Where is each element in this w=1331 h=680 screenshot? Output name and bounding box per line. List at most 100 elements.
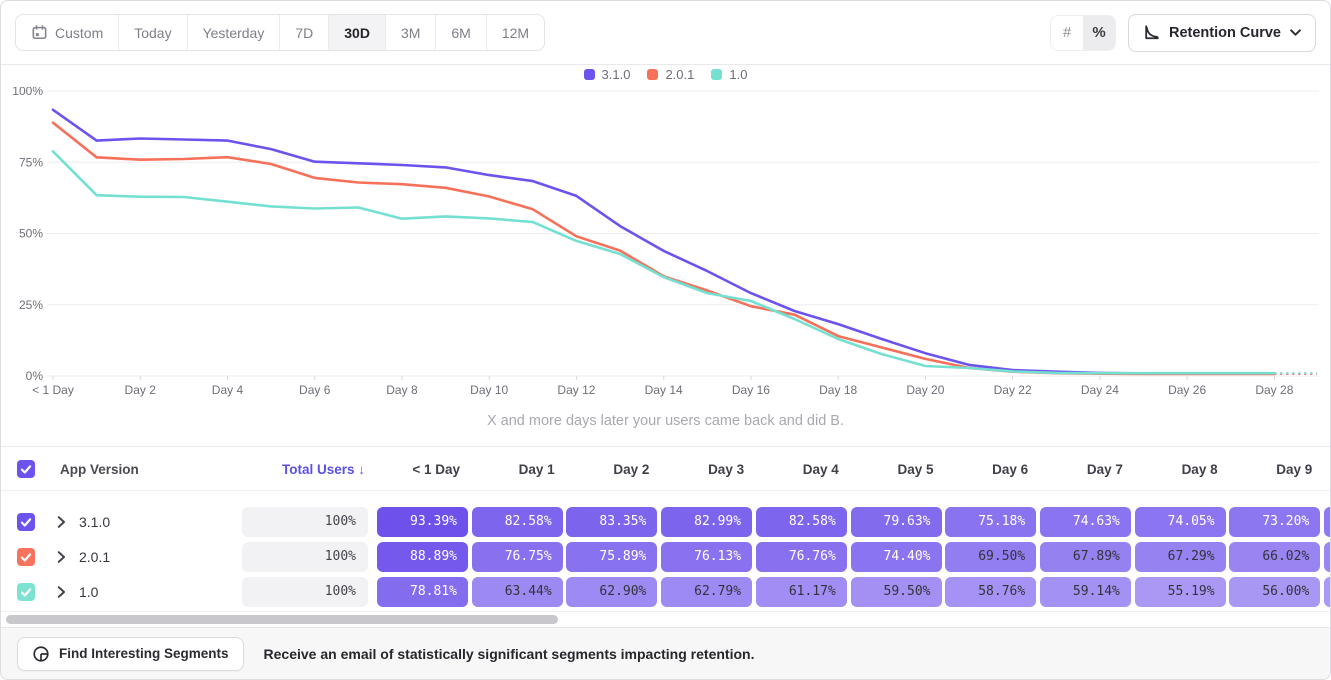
y-axis-label: 50%	[19, 227, 43, 241]
retention-cell-clipped[interactable]	[1324, 542, 1330, 572]
retention-cell[interactable]: 62.90%	[566, 577, 658, 607]
x-axis-label: Day 24	[1081, 383, 1119, 397]
horizontal-scrollbar[interactable]	[6, 615, 558, 624]
retention-cell[interactable]: 59.50%	[850, 577, 942, 607]
retention-cell[interactable]: 82.58%	[755, 507, 847, 537]
retention-cell[interactable]: 61.17%	[755, 577, 847, 607]
date-range-label: 12M	[501, 24, 530, 41]
retention-cell[interactable]: 82.99%	[661, 507, 753, 537]
retention-cell[interactable]: 63.44%	[471, 577, 563, 607]
retention-cell[interactable]: 67.29%	[1134, 542, 1226, 572]
y-axis-label: 75%	[19, 155, 43, 169]
date-range-12m[interactable]: 12M	[485, 15, 544, 50]
legend-swatch	[583, 68, 595, 80]
retention-cell[interactable]: 74.05%	[1134, 507, 1226, 537]
x-axis-label: Day 4	[212, 383, 244, 397]
legend-label: 3.1.0	[601, 66, 631, 82]
app-version-label: 3.1.0	[79, 514, 111, 530]
retention-cell[interactable]: 73.20%	[1229, 507, 1321, 537]
retention-cell[interactable]: 56.00%	[1229, 577, 1321, 607]
retention-cell[interactable]: 88.89%	[377, 542, 468, 572]
total-users-cell: 100%	[242, 507, 368, 537]
retention-cell[interactable]: 76.76%	[755, 542, 847, 572]
retention-cell[interactable]: 66.02%	[1229, 542, 1321, 572]
date-range-30d[interactable]: 30D	[328, 15, 385, 50]
y-axis-label: 25%	[19, 298, 43, 312]
column-day-4[interactable]: Day 4	[802, 462, 839, 477]
retention-cell[interactable]: 83.35%	[566, 507, 658, 537]
date-range-yesterday[interactable]: Yesterday	[186, 15, 280, 50]
x-axis-label: Day 26	[1168, 383, 1206, 397]
retention-cell[interactable]: 78.81%	[377, 577, 468, 607]
expand-chevron-right-icon[interactable]	[57, 516, 66, 528]
retention-cell[interactable]: 79.63%	[850, 507, 942, 537]
expand-chevron-right-icon[interactable]	[57, 551, 66, 563]
total-users-cell: 100%	[242, 577, 368, 607]
column-day-7[interactable]: Day 7	[1086, 462, 1123, 477]
retention-cell[interactable]: 76.13%	[661, 542, 753, 572]
legend-item-2.0.1[interactable]: 2.0.1	[647, 67, 694, 82]
retention-curve-icon	[1143, 24, 1160, 41]
retention-cell[interactable]: 55.19%	[1134, 577, 1226, 607]
column-day-3[interactable]: Day 3	[708, 462, 745, 477]
percent-values-toggle[interactable]: %	[1083, 15, 1115, 50]
x-axis-label: Day 8	[386, 383, 418, 397]
expand-chevron-right-icon[interactable]	[57, 586, 66, 598]
retention-line-chart[interactable]: 0% 25% 50% 75% 100% < 1 Day Day 2 Day 4 Day 6 Day…	[1, 87, 1331, 409]
retention-cell[interactable]: 74.40%	[850, 542, 942, 572]
x-axis-label: Day 28	[1255, 383, 1293, 397]
retention-cell[interactable]: 75.89%	[566, 542, 658, 572]
column-day-6[interactable]: Day 6	[992, 462, 1029, 477]
retention-cell[interactable]: 82.58%	[471, 507, 563, 537]
date-range-label: 6M	[451, 24, 471, 41]
date-range-3m[interactable]: 3M	[384, 15, 435, 50]
x-axis-label: Day 16	[732, 383, 770, 397]
retention-cell[interactable]: 67.89%	[1039, 542, 1131, 572]
date-range-today[interactable]: Today	[118, 15, 186, 50]
row-checkbox-2.0.1[interactable]	[17, 548, 35, 566]
column-day-2[interactable]: Day 2	[613, 462, 650, 477]
date-range-label: 30D	[344, 24, 370, 41]
row-checkbox-3.1.0[interactable]	[17, 513, 35, 531]
find-segments-label: Find Interesting Segments	[59, 646, 229, 661]
retention-cell[interactable]: 93.39%	[377, 507, 468, 537]
retention-cell[interactable]: 74.63%	[1039, 507, 1131, 537]
date-range-7d[interactable]: 7D	[279, 15, 328, 50]
x-axis-label: Day 10	[470, 383, 508, 397]
retention-cell[interactable]: 75.18%	[945, 507, 1037, 537]
retention-cell[interactable]: 62.79%	[661, 577, 753, 607]
app-version-label: 1.0	[79, 584, 99, 600]
table-header: App Version Total Users ↓ < 1 Day Day 1 Da…	[1, 446, 1330, 491]
column-total-users-sort[interactable]: Total Users ↓	[281, 462, 365, 477]
column-app-version: App Version	[60, 462, 139, 477]
series-line-1.0	[51, 150, 1276, 375]
footer-bar: Find Interesting Segments Receive an ema…	[1, 627, 1330, 679]
column-day-5[interactable]: Day 5	[897, 462, 934, 477]
chart-subtitle: X and more days later your users came ba…	[486, 413, 845, 429]
series-line-2.0.1	[51, 121, 1276, 376]
column-1-day[interactable]: < 1 Day	[412, 462, 460, 477]
row-checkbox-1.0[interactable]	[17, 583, 35, 601]
retention-cell-clipped[interactable]	[1324, 577, 1330, 607]
retention-cell-clipped[interactable]	[1324, 507, 1330, 537]
retention-cell[interactable]: 58.76%	[945, 577, 1037, 607]
table-bottom-divider	[1, 611, 1330, 612]
x-axis-label: Day 20	[906, 383, 944, 397]
chart-type-dropdown[interactable]: Retention Curve	[1128, 13, 1316, 52]
find-interesting-segments-button[interactable]: Find Interesting Segments	[17, 636, 244, 671]
date-range-6m[interactable]: 6M	[435, 15, 485, 50]
x-axis-label: Day 18	[819, 383, 857, 397]
legend-item-1.0[interactable]: 1.0	[711, 67, 747, 82]
column-day-1[interactable]: Day 1	[518, 462, 555, 477]
retention-cell[interactable]: 59.14%	[1039, 577, 1131, 607]
date-range-custom[interactable]: Custom	[16, 15, 118, 50]
retention-cell[interactable]: 69.50%	[945, 542, 1037, 572]
footer-message: Receive an email of statistically signif…	[263, 645, 755, 662]
retention-cell[interactable]: 76.75%	[471, 542, 563, 572]
legend-item-3.1.0[interactable]: 3.1.0	[583, 66, 631, 82]
column-day-9[interactable]: Day 9	[1276, 462, 1313, 477]
absolute-values-toggle[interactable]: #	[1051, 15, 1083, 50]
column-day-8[interactable]: Day 8	[1181, 462, 1218, 477]
table-row-3.1.0: 3.1.0 100% 93.39% 82.58% 83.35% 82.99% 82.58% 7…	[1, 507, 1330, 537]
select-all-checkbox[interactable]	[17, 460, 35, 478]
